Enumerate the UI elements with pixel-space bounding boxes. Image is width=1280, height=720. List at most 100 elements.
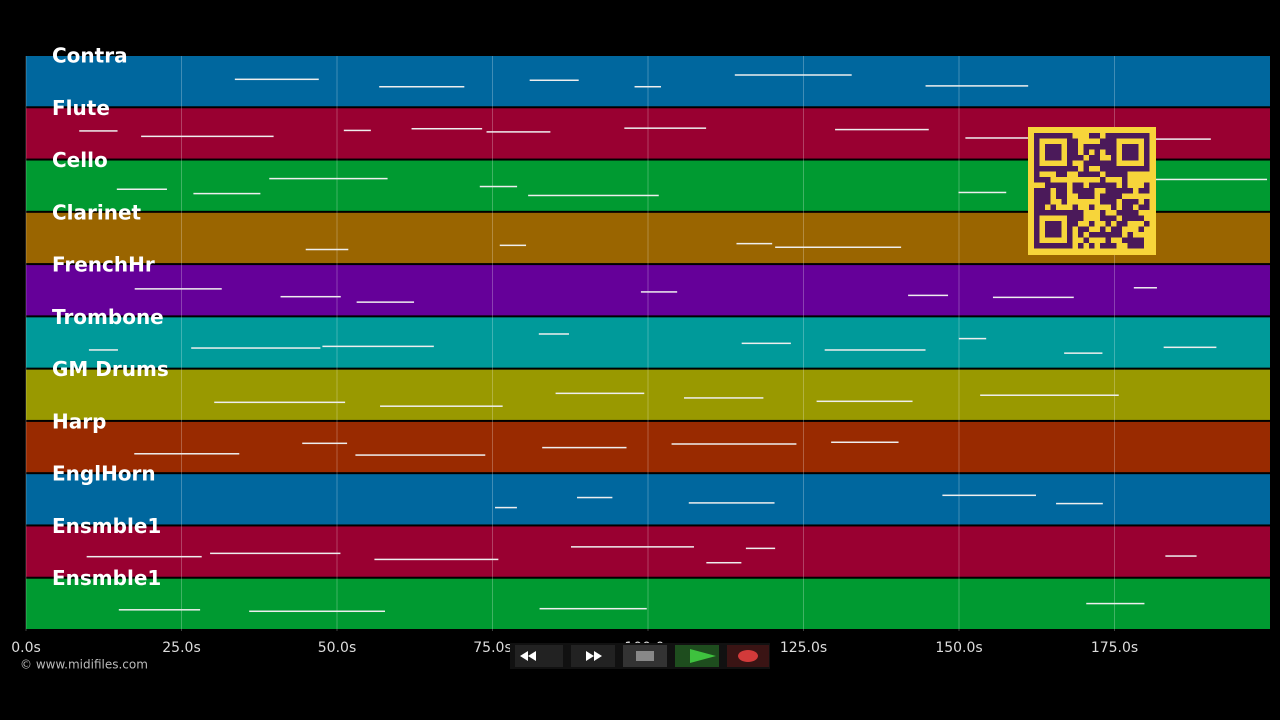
- track-name: Ensmble1: [52, 566, 161, 590]
- note: [980, 394, 1119, 396]
- note: [343, 129, 371, 132]
- note: [824, 349, 926, 351]
- note: [1133, 287, 1157, 289]
- note: [741, 342, 791, 345]
- note: [134, 288, 222, 290]
- note: [380, 405, 503, 407]
- note: [538, 333, 569, 335]
- note: [706, 561, 742, 564]
- note: [116, 188, 167, 190]
- note: [835, 128, 929, 131]
- note: [745, 547, 776, 550]
- note: [965, 137, 1089, 139]
- track-band: [26, 526, 1270, 577]
- time-tick-label: 75.0s: [473, 640, 511, 656]
- note: [958, 191, 1007, 194]
- note: [322, 345, 434, 348]
- note: [992, 296, 1074, 299]
- note: [79, 130, 118, 132]
- transport-controls: [510, 643, 770, 669]
- track-name: Contra: [52, 44, 128, 68]
- note: [925, 85, 1029, 87]
- note: [734, 74, 852, 76]
- note: [234, 78, 319, 81]
- note: [479, 185, 518, 188]
- rewind-button[interactable]: [515, 645, 563, 667]
- note: [214, 401, 346, 404]
- note: [624, 127, 707, 129]
- note: [688, 502, 775, 504]
- note: [249, 610, 386, 613]
- note: [1056, 502, 1103, 505]
- note: [1139, 178, 1268, 181]
- note: [1165, 555, 1197, 557]
- note: [305, 248, 349, 251]
- note: [134, 453, 240, 455]
- note: [86, 555, 202, 558]
- note: [542, 446, 627, 449]
- note: [280, 295, 341, 298]
- note: [816, 400, 913, 403]
- qr-code: [1028, 127, 1156, 255]
- note: [942, 494, 1036, 497]
- track-band: [26, 265, 1270, 316]
- note: [486, 131, 551, 133]
- time-tick-label: 150.0s: [935, 640, 982, 656]
- note: [671, 443, 797, 445]
- track-band: [26, 474, 1270, 525]
- time-tick-label: 50.0s: [318, 640, 356, 656]
- track-band: [26, 56, 1270, 107]
- note: [1130, 138, 1211, 140]
- track-name: EnglHorn: [52, 462, 156, 486]
- note: [355, 454, 486, 456]
- note: [684, 397, 764, 399]
- track-name: FrenchHr: [52, 253, 155, 277]
- track-name: GM Drums: [52, 357, 169, 381]
- note: [499, 244, 527, 247]
- note: [1163, 346, 1217, 349]
- note: [269, 177, 388, 180]
- track-name: Cello: [52, 148, 108, 172]
- track-name: Trombone: [52, 305, 164, 329]
- note: [374, 558, 499, 561]
- note: [958, 337, 987, 340]
- note: [539, 607, 647, 610]
- note: [736, 242, 773, 245]
- track-band: [26, 421, 1270, 473]
- copyright: © www.midifiles.com: [20, 658, 148, 672]
- note: [356, 301, 415, 303]
- note: [577, 496, 613, 499]
- note: [634, 85, 662, 88]
- note: [1064, 352, 1103, 354]
- note: [528, 194, 659, 197]
- note: [411, 127, 483, 130]
- note: [775, 246, 902, 249]
- note: [495, 506, 517, 509]
- note: [141, 135, 274, 138]
- note: [1086, 602, 1145, 605]
- notes: [79, 74, 1268, 613]
- track-band: [26, 317, 1270, 368]
- track-band: [26, 578, 1270, 629]
- track-name: Clarinet: [52, 200, 142, 224]
- note: [379, 85, 465, 88]
- time-tick-label: 25.0s: [162, 640, 200, 656]
- grid: [25, 56, 1115, 631]
- note: [529, 79, 579, 82]
- time-tick-label: 175.0s: [1091, 640, 1138, 656]
- note: [570, 546, 694, 548]
- track-name: Ensmble1: [52, 514, 161, 538]
- track-name: Harp: [52, 409, 106, 433]
- track-name: Flute: [52, 96, 110, 120]
- note: [118, 609, 201, 611]
- note: [193, 192, 261, 195]
- note: [88, 349, 118, 351]
- labels: Contra Flute Cello Clarinet FrenchHr Trombone…: [11, 44, 1138, 672]
- note: [210, 552, 341, 555]
- note: [302, 442, 348, 445]
- note: [555, 392, 645, 395]
- time-tick-label: 0.0s: [11, 640, 41, 656]
- time-tick-label: 125.0s: [780, 640, 827, 656]
